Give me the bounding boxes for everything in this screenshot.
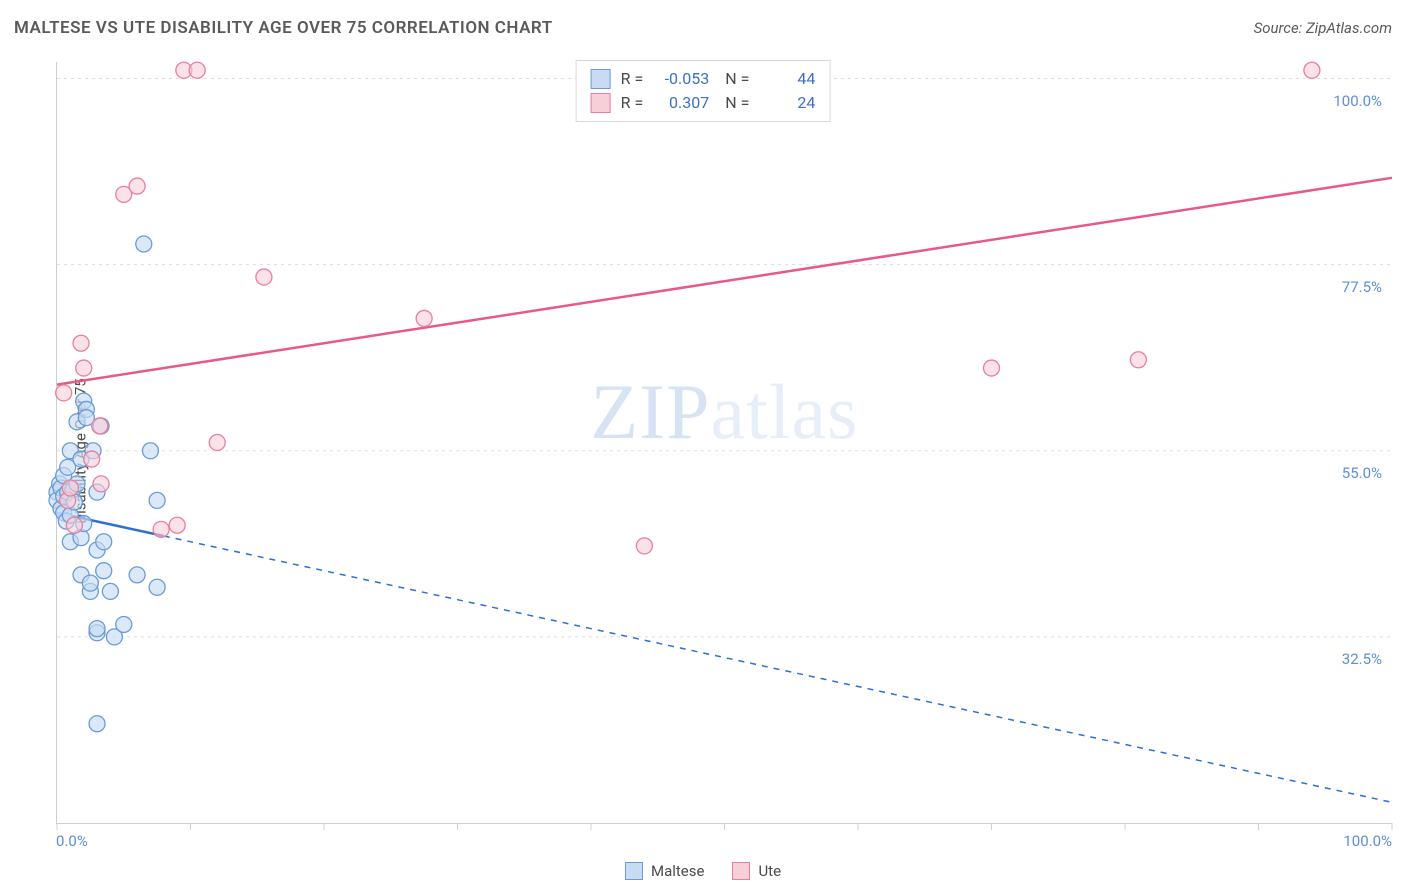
y-tick-label: 55.0% bbox=[1342, 464, 1382, 482]
r-value: 0.307 bbox=[653, 91, 709, 115]
n-value: 24 bbox=[759, 91, 815, 115]
n-label: N = bbox=[725, 91, 749, 115]
legend-row-1: R = 0.307 N = 24 bbox=[591, 91, 816, 115]
scatter-plot-svg bbox=[57, 62, 1392, 823]
y-tick-label: 77.5% bbox=[1342, 278, 1382, 296]
chart-title: MALTESE VS UTE DISABILITY AGE OVER 75 CO… bbox=[14, 18, 553, 38]
legend-color-icon bbox=[732, 862, 750, 880]
x-tick-min: 0.0% bbox=[56, 832, 88, 850]
legend-label: Ute bbox=[758, 862, 781, 880]
x-tick-max: 100.0% bbox=[1343, 832, 1392, 850]
plot-area: ZIPatlas 32.5%55.0%77.5%100.0% bbox=[56, 62, 1392, 824]
n-label: N = bbox=[725, 67, 749, 91]
r-label: R = bbox=[621, 67, 644, 91]
y-tick-label: 100.0% bbox=[1333, 92, 1382, 110]
correlation-legend: R = -0.053 N = 44 R = 0.307 N = 24 bbox=[576, 60, 831, 122]
chart-container: Disability Age Over 75 ZIPatlas 32.5%55.… bbox=[14, 50, 1392, 852]
legend-swatch-icon bbox=[591, 69, 611, 89]
legend-swatch-icon bbox=[591, 93, 611, 113]
series-legend: Maltese Ute bbox=[625, 862, 781, 880]
y-tick-label: 32.5% bbox=[1342, 650, 1382, 668]
chart-header: MALTESE VS UTE DISABILITY AGE OVER 75 CO… bbox=[14, 18, 1392, 38]
n-value: 44 bbox=[759, 67, 815, 91]
r-value: -0.053 bbox=[653, 67, 709, 91]
legend-item-maltese: Maltese bbox=[625, 862, 704, 880]
legend-row-0: R = -0.053 N = 44 bbox=[591, 67, 816, 91]
r-label: R = bbox=[621, 91, 644, 115]
legend-color-icon bbox=[625, 862, 643, 880]
legend-label: Maltese bbox=[651, 862, 704, 880]
source-label: Source: ZipAtlas.com bbox=[1254, 19, 1392, 37]
legend-item-ute: Ute bbox=[732, 862, 781, 880]
